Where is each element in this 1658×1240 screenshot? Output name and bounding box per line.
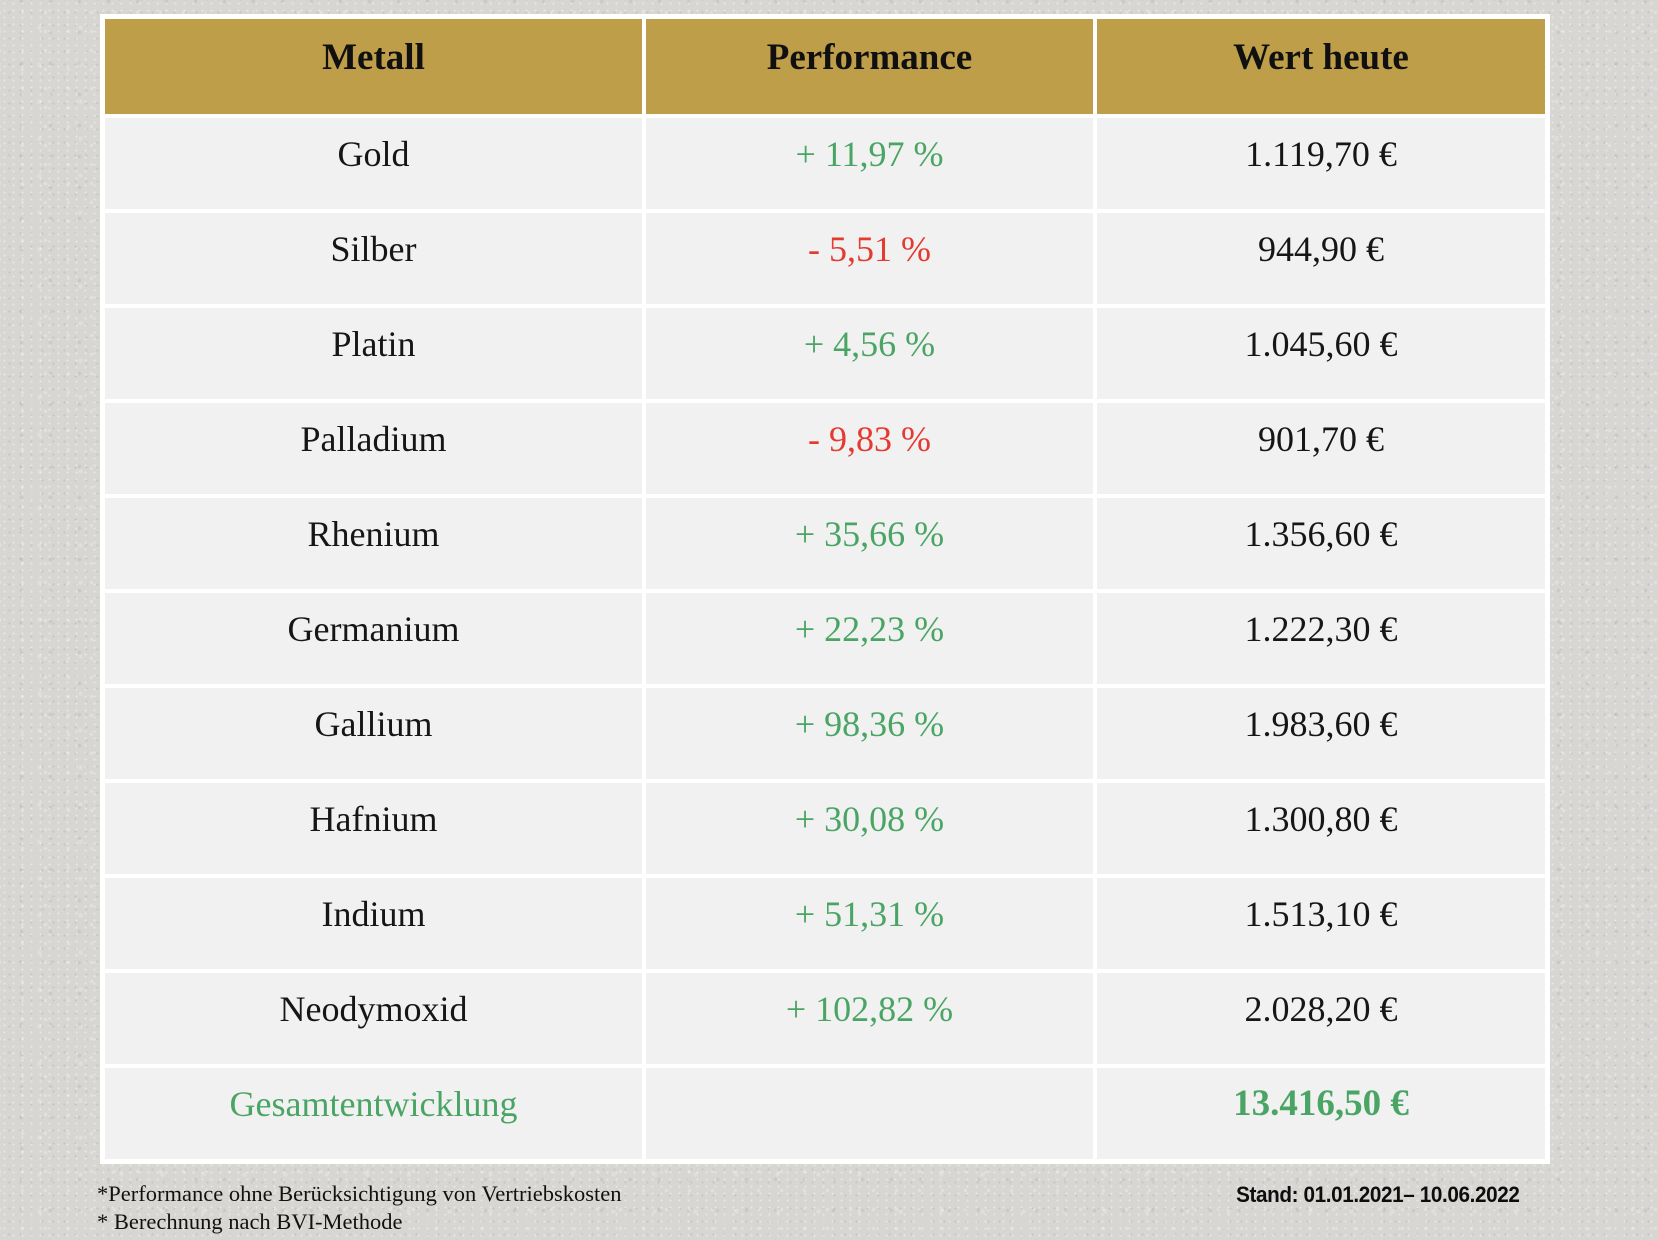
metal-name: Gold: [105, 118, 642, 209]
metal-name: Platin: [105, 308, 642, 399]
performance-value: + 4,56 %: [646, 308, 1093, 399]
metal-name: Neodymoxid: [105, 973, 642, 1064]
value-today: 901,70 €: [1097, 403, 1545, 494]
value-today: 2.028,20 €: [1097, 973, 1545, 1064]
performance-value: + 30,08 %: [646, 783, 1093, 874]
header-cell-wert-heute: Wert heute: [1097, 19, 1545, 114]
metal-name: Palladium: [105, 403, 642, 494]
performance-value: + 35,66 %: [646, 498, 1093, 589]
metal-name: Germanium: [105, 593, 642, 684]
performance-value: - 5,51 %: [646, 213, 1093, 304]
total-value: 13.416,50 €: [1097, 1068, 1545, 1159]
value-today: 1.045,60 €: [1097, 308, 1545, 399]
header-cell-performance: Performance: [646, 19, 1093, 114]
performance-value: + 11,97 %: [646, 118, 1093, 209]
metal-name: Silber: [105, 213, 642, 304]
performance-value: + 102,82 %: [646, 973, 1093, 1064]
performance-value: - 9,83 %: [646, 403, 1093, 494]
metal-name: Gallium: [105, 688, 642, 779]
value-today: 944,90 €: [1097, 213, 1545, 304]
footnote-performance: *Performance ohne Berücksichtigung von V…: [97, 1181, 622, 1206]
total-label: Gesamtentwicklung: [105, 1068, 642, 1159]
metal-name: Rhenium: [105, 498, 642, 589]
footnote-bvi-methode: * Berechnung nach BVI-Methode: [97, 1209, 403, 1234]
value-today: 1.356,60 €: [1097, 498, 1545, 589]
value-today: 1.983,60 €: [1097, 688, 1545, 779]
performance-value: + 51,31 %: [646, 878, 1093, 969]
value-today: 1.222,30 €: [1097, 593, 1545, 684]
date-range-stand: Stand: 01.01.2021– 10.06.2022: [1236, 1182, 1521, 1207]
header-cell-metall: Metall: [105, 19, 642, 114]
metal-performance-table: Metall Performance Wert heute Gold + 11,…: [100, 14, 1550, 1164]
total-performance-empty: [646, 1068, 1093, 1159]
performance-value: + 22,23 %: [646, 593, 1093, 684]
footnotes: *Performance ohne Berücksichtigung von V…: [97, 1180, 621, 1236]
value-today: 1.513,10 €: [1097, 878, 1545, 969]
performance-value: + 98,36 %: [646, 688, 1093, 779]
value-today: 1.119,70 €: [1097, 118, 1545, 209]
metal-name: Hafnium: [105, 783, 642, 874]
value-today: 1.300,80 €: [1097, 783, 1545, 874]
metal-name: Indium: [105, 878, 642, 969]
